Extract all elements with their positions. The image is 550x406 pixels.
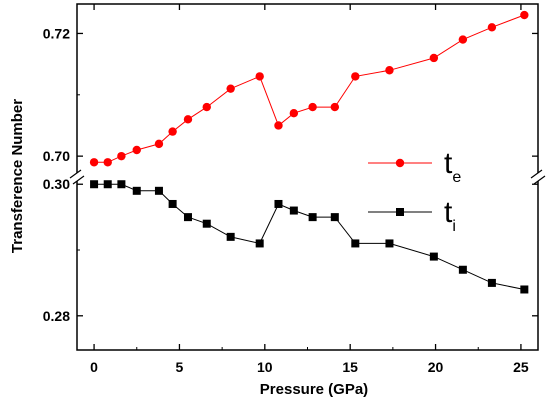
data-point-te	[458, 35, 468, 44]
plot-frame	[76, 3, 539, 351]
x-tick-label: 5	[176, 359, 184, 375]
legend-label-subscript: i	[452, 218, 456, 235]
legend-marker-te	[395, 158, 405, 168]
data-point-ti	[385, 239, 394, 248]
data-point-te	[429, 53, 439, 63]
data-point-te	[89, 158, 99, 167]
data-point-te	[132, 145, 141, 155]
data-point-te	[487, 23, 497, 32]
axis-break-gap-left	[70, 173, 84, 181]
data-point-ti	[154, 186, 163, 195]
data-point-te	[289, 108, 299, 118]
x-tick-label: 0	[90, 359, 98, 375]
data-point-ti	[520, 285, 529, 294]
x-axis-title: Pressure (GPa)	[260, 381, 368, 398]
legend: te ti	[368, 147, 461, 235]
data-point-ti	[183, 213, 192, 222]
data-point-te	[154, 139, 164, 149]
data-point-ti	[103, 180, 112, 189]
data-point-te	[385, 66, 394, 75]
plot-border	[76, 3, 539, 351]
data-point-te	[308, 102, 317, 112]
data-point-te	[520, 10, 529, 20]
legend-marker-ti	[396, 208, 404, 216]
series-lines	[94, 14, 525, 290]
data-point-ti	[90, 180, 99, 189]
series-markers	[89, 10, 529, 294]
axis-break-marks	[69, 169, 546, 185]
data-point-te	[351, 72, 360, 81]
data-point-ti	[168, 199, 177, 208]
data-point-te	[202, 102, 211, 112]
data-point-te	[255, 72, 264, 81]
x-tick-label: 25	[513, 359, 529, 375]
data-point-ti	[308, 213, 317, 222]
data-point-ti	[330, 213, 339, 222]
data-point-ti	[289, 206, 298, 215]
data-point-te	[330, 102, 340, 112]
axis-break-slash-left	[72, 175, 85, 185]
data-point-te	[274, 121, 283, 130]
data-point-ti	[458, 265, 467, 274]
axis-break-slash-right	[533, 175, 546, 185]
data-point-ti	[351, 239, 360, 248]
y-tick-label: 0.70	[43, 148, 70, 164]
data-point-ti	[132, 186, 141, 195]
axis-break-slash-right	[530, 169, 543, 179]
x-tick-label: 20	[428, 359, 444, 375]
data-point-te	[226, 84, 235, 93]
y-tick-label: 0.30	[43, 176, 70, 192]
y-tick-label: 0.72	[43, 25, 70, 41]
y-tick-label: 0.28	[43, 308, 70, 324]
legend-label-subscript: e	[452, 169, 461, 186]
axis-break-gap-right	[531, 173, 545, 181]
y-axis-title: Transference Number	[9, 99, 26, 253]
data-point-ti	[117, 180, 126, 189]
data-point-te	[117, 151, 126, 161]
legend-label-te: te	[444, 147, 461, 186]
data-point-ti	[429, 252, 438, 261]
data-point-ti	[202, 219, 211, 228]
data-point-ti	[226, 232, 235, 241]
data-point-te	[103, 158, 112, 167]
data-point-ti	[487, 278, 496, 287]
data-point-ti	[255, 239, 264, 248]
data-point-te	[168, 127, 177, 136]
y-axis: 0.70 0.72 0.28 0.30	[43, 25, 538, 324]
data-point-te	[183, 115, 193, 124]
x-tick-label: 10	[257, 359, 273, 375]
data-point-ti	[274, 199, 283, 208]
legend-label-ti: ti	[444, 196, 456, 235]
x-tick-label: 15	[342, 359, 358, 375]
axis-break-slash-left	[69, 169, 82, 179]
x-axis: 0 5 10 15 20 25	[90, 4, 529, 375]
